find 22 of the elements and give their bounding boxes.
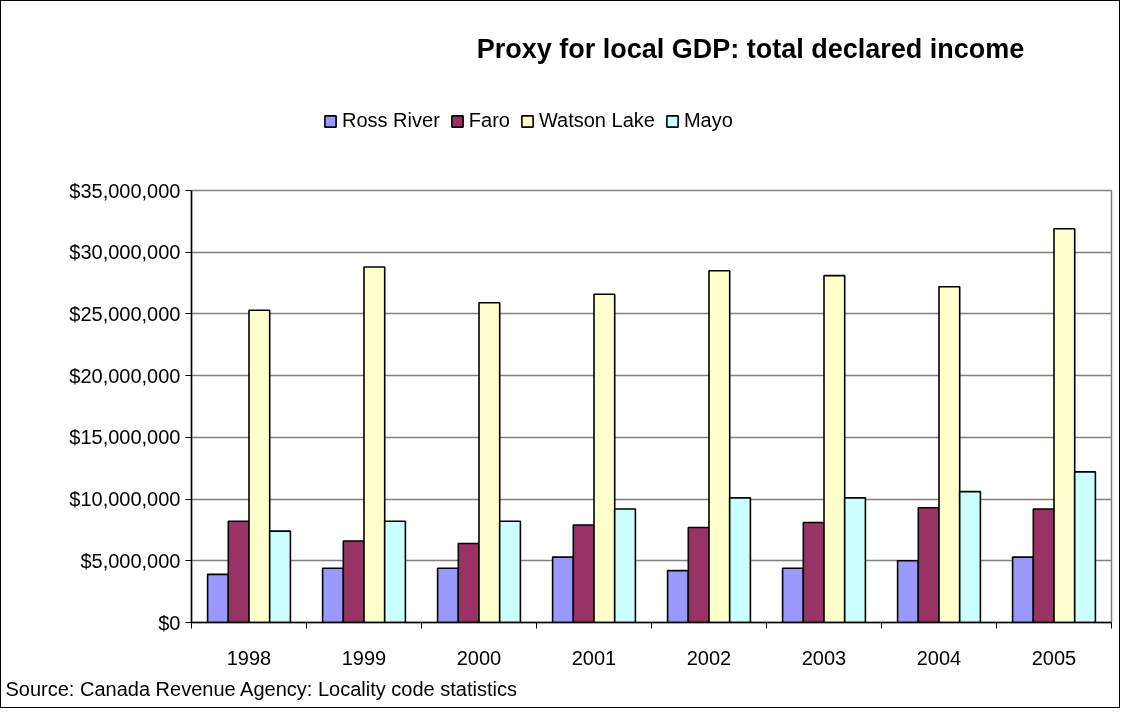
legend-label: Ross River bbox=[342, 109, 440, 132]
y-tick-label: $20,000,000 bbox=[69, 364, 181, 387]
x-tick-label: 1998 bbox=[226, 646, 272, 669]
chart-title: Proxy for local GDP: total declared income bbox=[476, 33, 1025, 64]
source-note: Source: Canada Revenue Agency: Locality code statistics bbox=[5, 677, 517, 700]
y-tick-label: $10,000,000 bbox=[69, 488, 181, 511]
y-tick-label: $30,000,000 bbox=[69, 241, 181, 264]
legend-label: Watson Lake bbox=[538, 109, 655, 132]
x-tick-label: 2003 bbox=[801, 646, 847, 669]
x-tick-label: 2000 bbox=[456, 646, 502, 669]
x-tick-label: 2002 bbox=[686, 646, 732, 669]
y-tick-label: $0 bbox=[158, 611, 181, 634]
x-tick-label: 2005 bbox=[1031, 646, 1077, 669]
x-tick-label: 2001 bbox=[571, 646, 617, 669]
y-tick-label: $35,000,000 bbox=[69, 179, 181, 202]
y-tick-label: $5,000,000 bbox=[80, 549, 181, 572]
x-tick-label: 1999 bbox=[341, 646, 387, 669]
legend-label: Faro bbox=[468, 109, 510, 132]
y-tick-label: $25,000,000 bbox=[69, 302, 181, 325]
x-tick-label: 2004 bbox=[916, 646, 962, 669]
legend-label: Mayo bbox=[683, 109, 733, 132]
y-tick-label: $15,000,000 bbox=[69, 426, 181, 449]
